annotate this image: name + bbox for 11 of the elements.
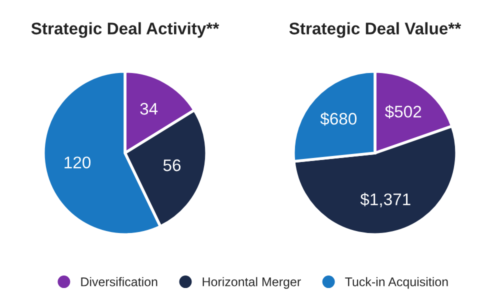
data-label: $502 <box>385 105 422 119</box>
legend-label: Diversification <box>81 277 158 286</box>
legend-label: Horizontal Merger <box>202 277 301 289</box>
chart-title: Strategic Deal Activity** <box>31 22 220 38</box>
data-label: $680 <box>320 112 357 126</box>
data-label: 34 <box>140 102 158 115</box>
data-label: 120 <box>64 156 91 168</box>
data-label: 56 <box>163 159 181 172</box>
legend-label: Tuck-in Acquisition <box>345 277 448 289</box>
data-label: $1,371 <box>360 192 410 208</box>
chart-title: Strategic Deal Value** <box>289 22 462 38</box>
